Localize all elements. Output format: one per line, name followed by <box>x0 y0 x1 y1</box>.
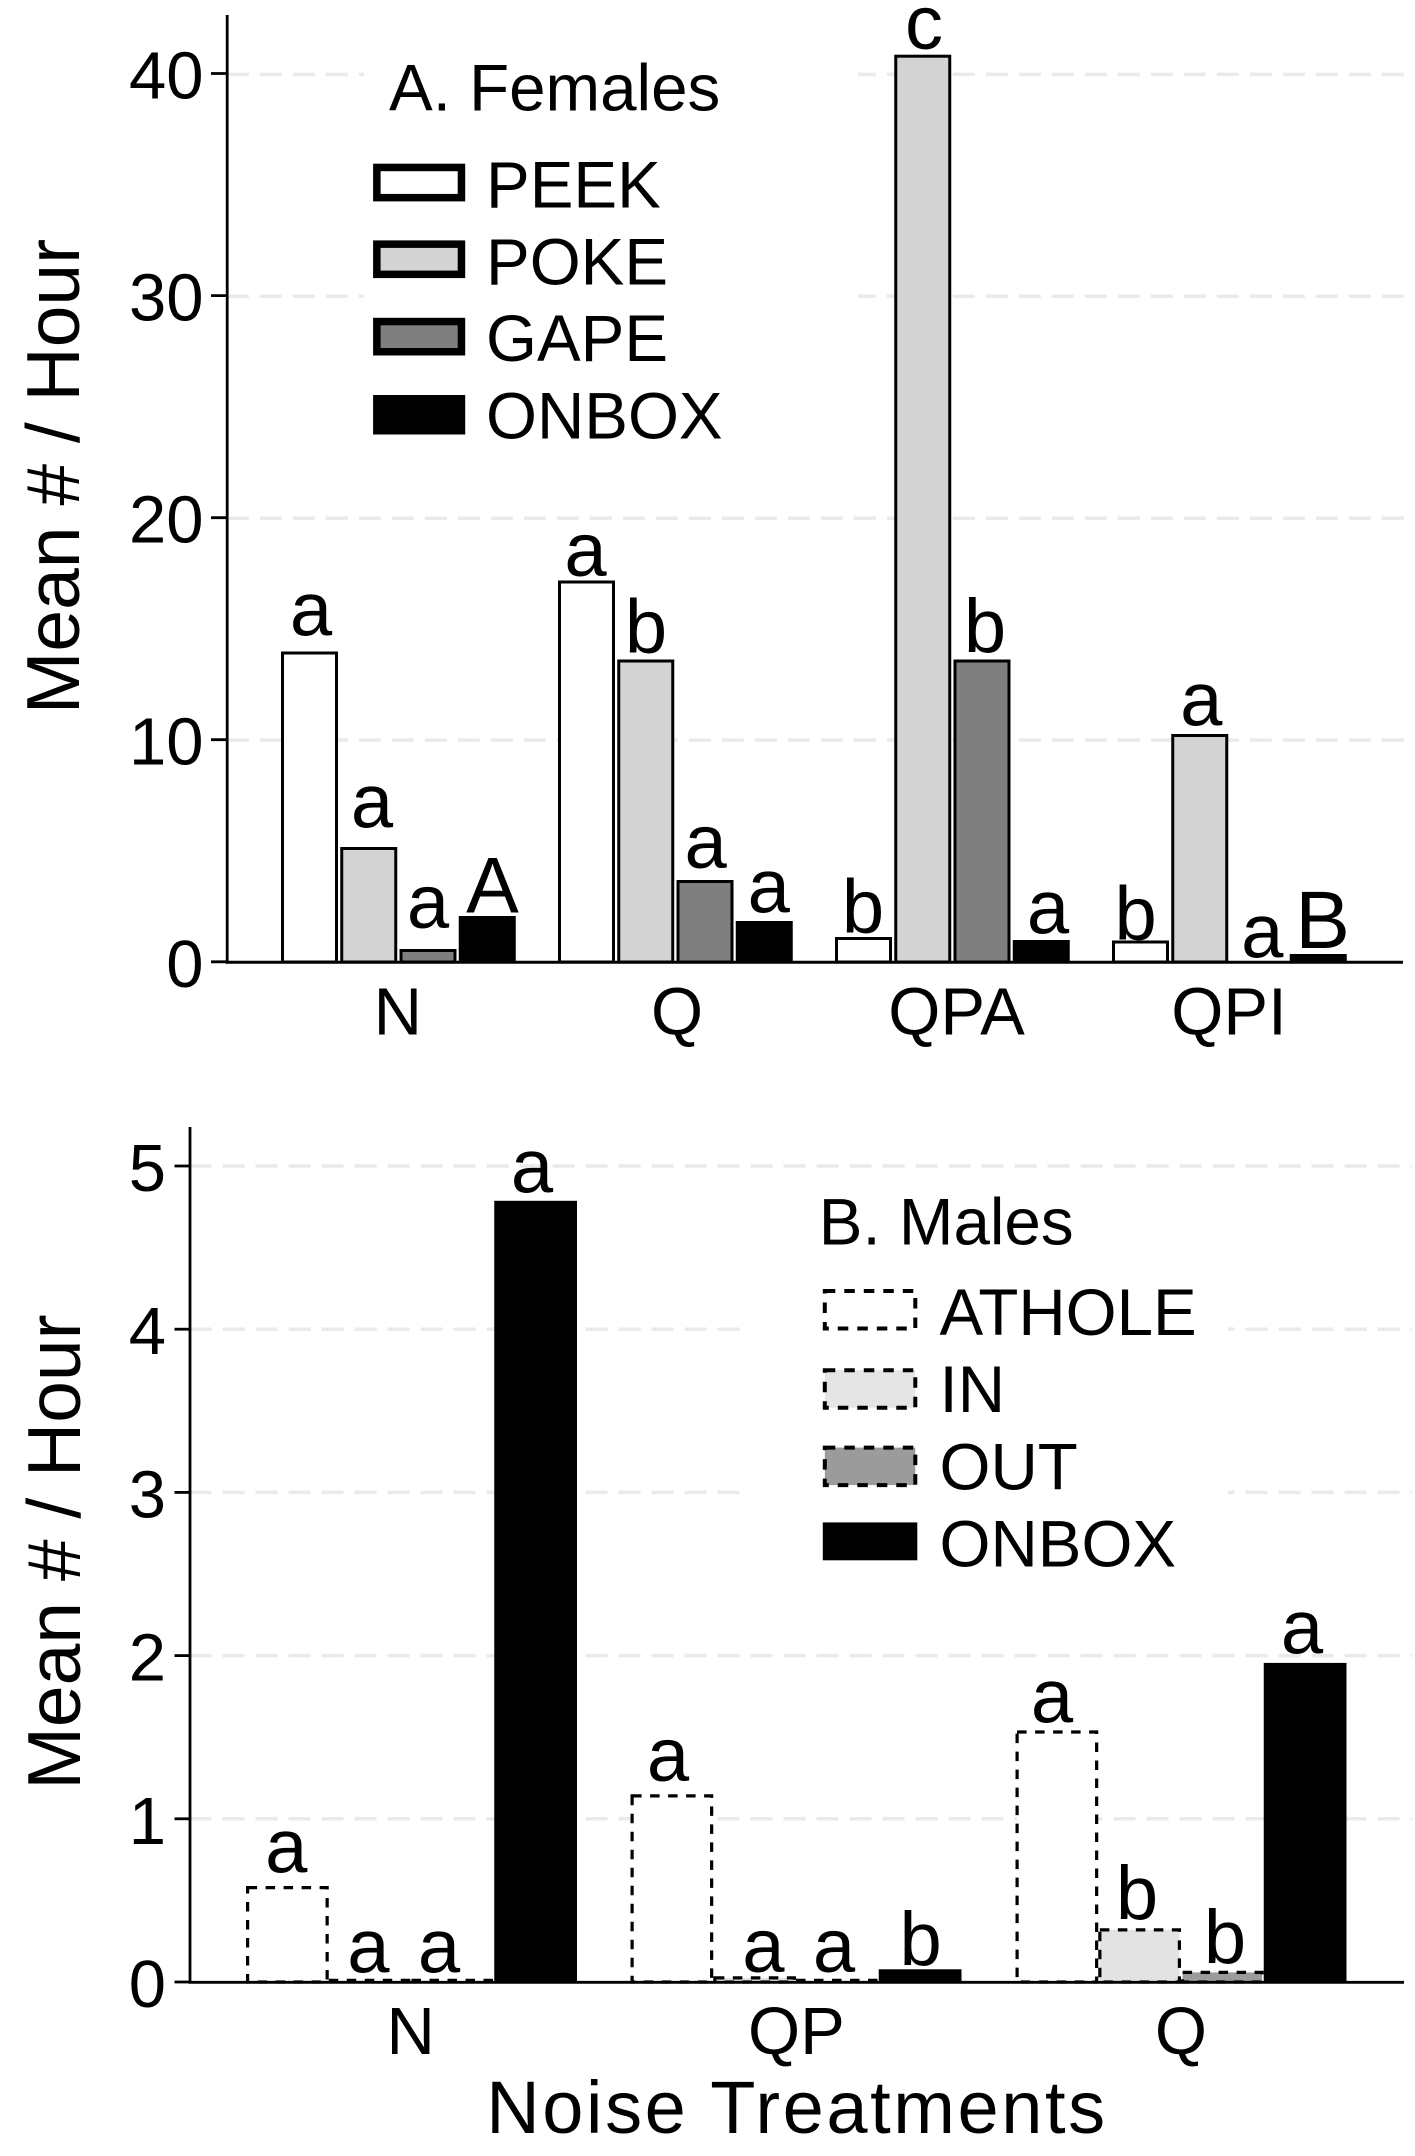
svg-text:b: b <box>964 584 1006 669</box>
svg-text:40: 40 <box>129 39 204 114</box>
svg-text:1: 1 <box>129 1784 166 1859</box>
svg-text:a: a <box>1180 658 1223 743</box>
svg-text:30: 30 <box>129 261 204 336</box>
svg-text:4: 4 <box>129 1294 166 1369</box>
svg-text:3: 3 <box>129 1457 166 1532</box>
svg-text:Q: Q <box>1155 1994 1207 2069</box>
svg-text:a: a <box>1281 1586 1324 1671</box>
svg-text:b: b <box>1116 1851 1158 1936</box>
svg-text:b: b <box>625 585 667 670</box>
svg-text:2: 2 <box>129 1621 166 1696</box>
svg-text:b: b <box>900 1897 942 1982</box>
svg-text:a: a <box>1031 1655 1074 1740</box>
svg-text:a: a <box>647 1713 690 1798</box>
svg-text:PEEK: PEEK <box>486 149 661 222</box>
svg-text:a: a <box>813 1904 856 1989</box>
svg-text:b: b <box>1204 1895 1246 1980</box>
svg-text:a: a <box>418 1904 461 1989</box>
svg-text:10: 10 <box>129 705 204 780</box>
svg-text:a: a <box>748 844 791 929</box>
svg-text:a: a <box>407 860 450 945</box>
svg-text:N: N <box>387 1994 435 2069</box>
svg-text:A: A <box>466 840 519 929</box>
svg-text:b: b <box>842 865 884 950</box>
svg-text:A. Females: A. Females <box>389 52 720 125</box>
svg-text:a: a <box>1027 866 1070 951</box>
svg-text:ATHOLE: ATHOLE <box>940 1276 1197 1349</box>
svg-text:OUT: OUT <box>940 1431 1078 1504</box>
svg-text:a: a <box>511 1125 554 1210</box>
svg-text:a: a <box>351 759 394 844</box>
svg-text:a: a <box>742 1904 785 1989</box>
svg-text:Mean # / Hour: Mean # / Hour <box>12 1314 96 1789</box>
svg-text:5: 5 <box>129 1131 166 1206</box>
svg-text:QPI: QPI <box>1171 975 1286 1050</box>
svg-text:a: a <box>564 508 607 593</box>
svg-text:a: a <box>347 1904 390 1989</box>
svg-text:QPA: QPA <box>888 975 1025 1050</box>
svg-text:Q: Q <box>651 975 703 1050</box>
svg-text:0: 0 <box>166 927 203 1002</box>
svg-text:20: 20 <box>129 483 204 558</box>
svg-text:B: B <box>1295 875 1350 966</box>
svg-text:a: a <box>1241 890 1284 975</box>
svg-text:b: b <box>1114 871 1156 956</box>
svg-text:B. Males: B. Males <box>819 1185 1074 1258</box>
svg-text:Noise Treatments: Noise Treatments <box>486 2066 1108 2149</box>
svg-text:Mean # / Hour: Mean # / Hour <box>11 239 95 714</box>
svg-text:a: a <box>265 1805 308 1890</box>
svg-text:c: c <box>905 0 943 66</box>
svg-text:0: 0 <box>129 1947 166 2022</box>
svg-text:GAPE: GAPE <box>486 302 668 375</box>
svg-text:POKE: POKE <box>486 225 668 298</box>
svg-text:IN: IN <box>940 1353 1006 1426</box>
svg-text:N: N <box>374 975 422 1050</box>
svg-text:ONBOX: ONBOX <box>940 1507 1177 1580</box>
svg-text:ONBOX: ONBOX <box>486 379 723 452</box>
svg-text:a: a <box>685 800 728 885</box>
svg-text:QP: QP <box>748 1994 845 2069</box>
svg-text:a: a <box>290 567 333 652</box>
